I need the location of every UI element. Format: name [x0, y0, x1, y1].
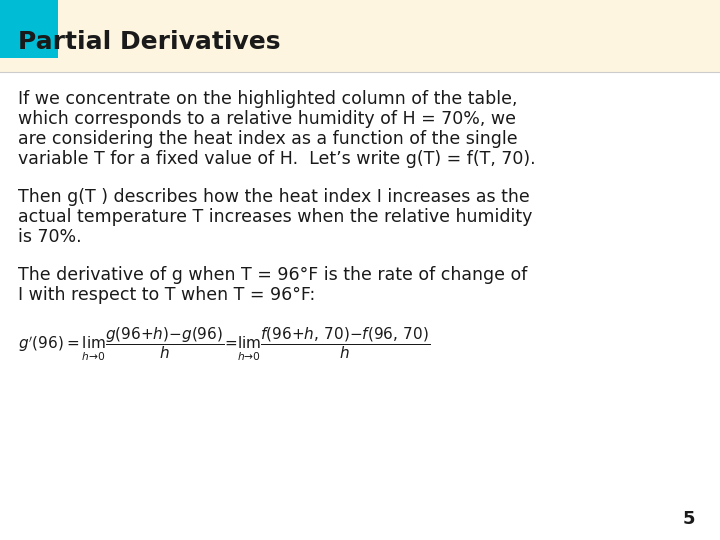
Text: $g'(96) = \lim_{h \to 0} \dfrac{g(96 + h) - g(96)}{h} = \lim_{h \to 0} \dfrac{f(: $g'(96) = \lim_{h \to 0} \dfrac{g(96 + h…	[18, 326, 431, 363]
Text: are considering the heat index as a function of the single: are considering the heat index as a func…	[18, 130, 518, 148]
Text: Partial Derivatives: Partial Derivatives	[18, 30, 281, 54]
Text: Then g(T ) describes how the heat index I increases as the: Then g(T ) describes how the heat index …	[18, 188, 530, 206]
Text: variable T for a fixed value of H.  Let’s write g(T) = f(T, 70).: variable T for a fixed value of H. Let’s…	[18, 150, 536, 168]
Text: is 70%.: is 70%.	[18, 228, 81, 246]
FancyBboxPatch shape	[0, 0, 58, 58]
Text: 5: 5	[683, 510, 695, 528]
Text: which corresponds to a relative humidity of H = 70%, we: which corresponds to a relative humidity…	[18, 110, 516, 128]
Text: actual temperature T increases when the relative humidity: actual temperature T increases when the …	[18, 208, 532, 226]
FancyBboxPatch shape	[0, 0, 720, 72]
Text: If we concentrate on the highlighted column of the table,: If we concentrate on the highlighted col…	[18, 90, 518, 108]
Text: I with respect to T when T = 96°F:: I with respect to T when T = 96°F:	[18, 286, 315, 304]
Text: The derivative of g when T = 96°F is the rate of change of: The derivative of g when T = 96°F is the…	[18, 266, 527, 284]
